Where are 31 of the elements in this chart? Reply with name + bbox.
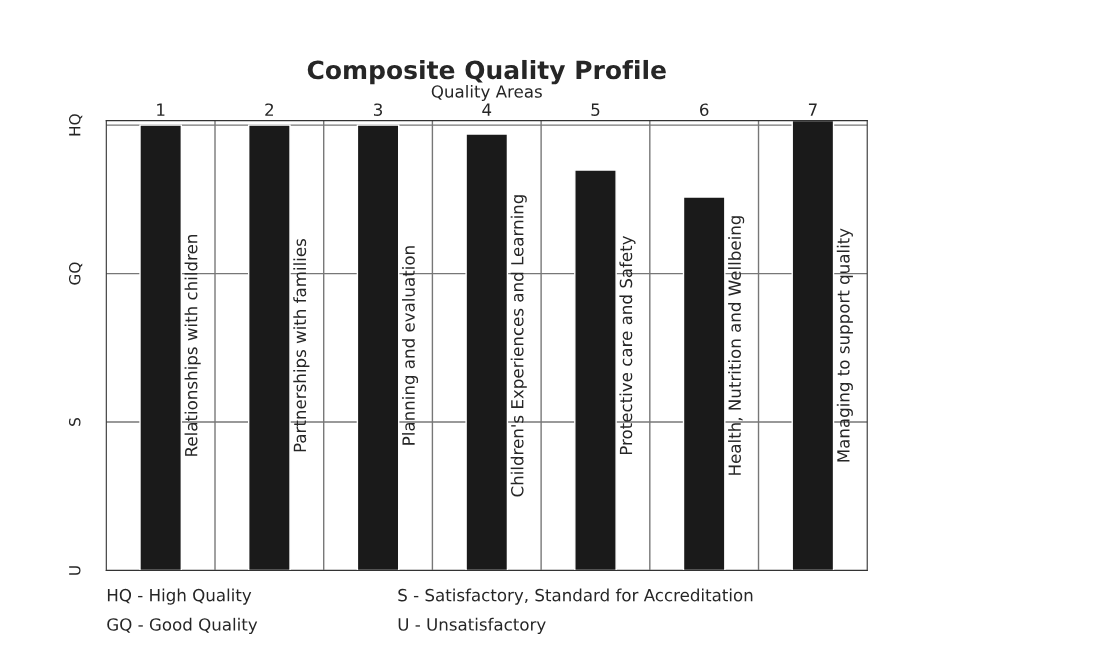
x-tick-label: 6: [700, 103, 709, 116]
bar: [465, 133, 509, 571]
text: U - Unsatisfactory: [398, 617, 546, 634]
bar: [682, 196, 726, 571]
bar: [356, 124, 400, 571]
annotation: Planning and evaluation: [401, 246, 419, 445]
x-tick-label: 4: [482, 103, 492, 116]
ref-line-label: S: [68, 418, 81, 426]
x-axis-title: Quality Areas: [431, 84, 542, 102]
bar: [139, 124, 183, 571]
x-tick-label: 1: [157, 103, 165, 116]
bar: [791, 120, 835, 571]
x-tick-label: 5: [591, 103, 600, 116]
annotation: Relationships with children: [184, 235, 201, 456]
annotation: Health, Nutrition and Wellbeing: [728, 216, 745, 475]
text: S - Satisfactory, Standard for Accreditation: [398, 588, 753, 605]
text: HQ - High Quality: [107, 588, 252, 605]
x-tick-label: 3: [374, 103, 383, 116]
x-tick-label: 2: [265, 103, 273, 116]
bar: [574, 169, 617, 571]
annotation: Protective care and Safety: [619, 235, 636, 455]
x-tick-label: 7: [808, 103, 817, 116]
annotation: Children's Experiences and Learning: [510, 195, 527, 497]
annotation: Managing to support quality: [836, 228, 853, 462]
annotation: Partnerships with families: [293, 238, 310, 452]
text: GQ - Good Quality: [107, 617, 258, 634]
ref-line-label: HQ: [68, 114, 83, 136]
chart-title: Composite Quality Profile: [307, 59, 666, 85]
ref-line-label: U: [69, 566, 81, 575]
ref-line-label: GQ: [68, 262, 83, 285]
bar: [248, 124, 291, 571]
